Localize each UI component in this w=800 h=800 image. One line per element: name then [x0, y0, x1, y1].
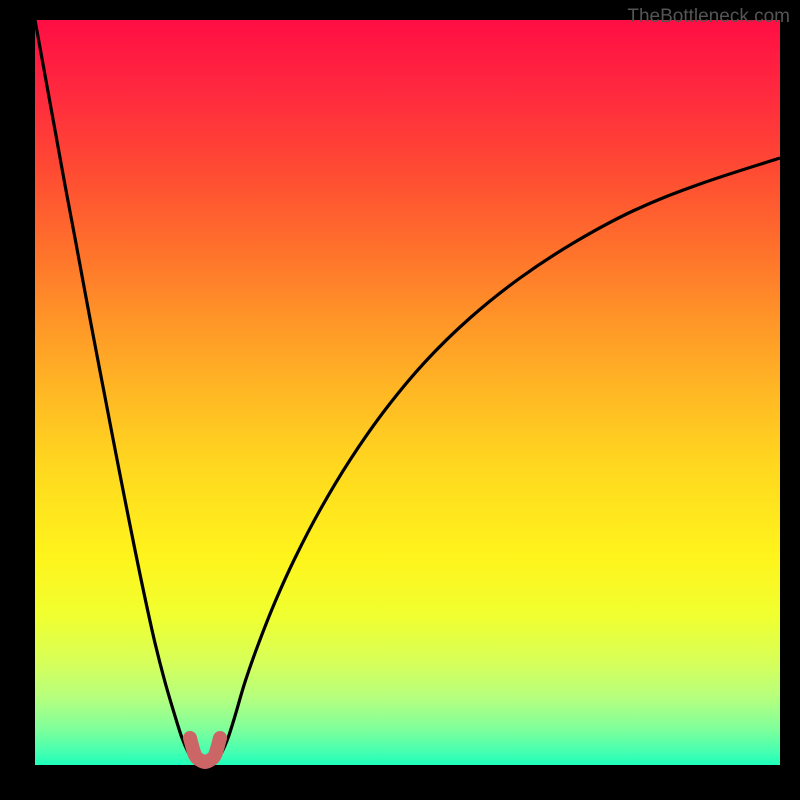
chart-svg: [0, 0, 800, 800]
bottleneck-chart: [0, 0, 800, 800]
gradient-background: [35, 20, 780, 765]
watermark-text: TheBottleneck.com: [627, 6, 790, 28]
